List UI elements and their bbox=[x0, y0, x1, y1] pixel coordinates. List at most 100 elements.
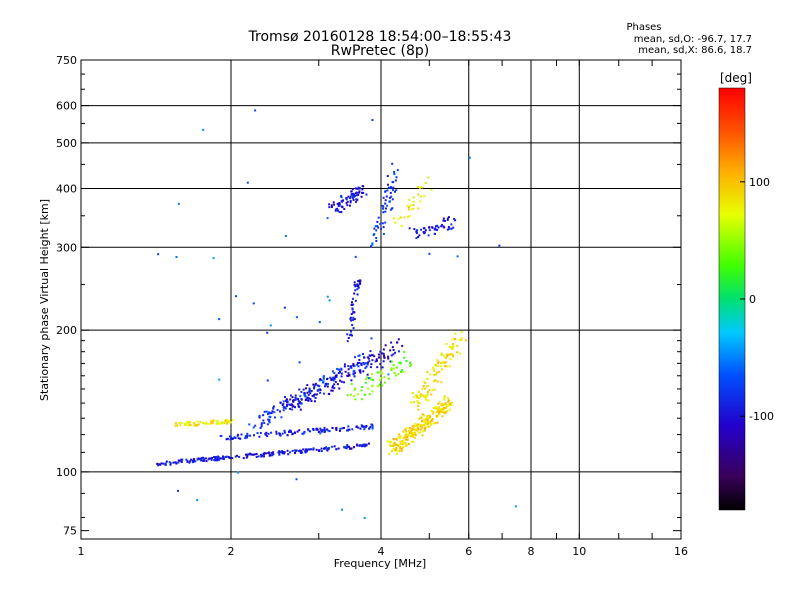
data-point bbox=[349, 365, 352, 368]
data-point bbox=[305, 397, 308, 400]
data-point bbox=[284, 235, 287, 238]
data-point bbox=[416, 427, 419, 430]
data-point bbox=[289, 403, 292, 406]
data-point bbox=[349, 201, 352, 204]
data-point bbox=[393, 172, 396, 175]
data-point bbox=[395, 443, 398, 446]
data-point bbox=[394, 221, 397, 224]
data-point bbox=[281, 452, 284, 455]
data-point bbox=[428, 226, 431, 229]
data-point bbox=[390, 444, 393, 447]
data-point bbox=[299, 408, 302, 411]
data-point bbox=[441, 223, 444, 226]
data-point bbox=[399, 445, 402, 448]
data-point bbox=[391, 207, 394, 210]
data-point bbox=[345, 446, 348, 449]
data-point bbox=[369, 366, 372, 369]
data-point bbox=[369, 377, 372, 380]
data-point bbox=[289, 407, 292, 410]
data-point bbox=[436, 380, 439, 383]
data-point bbox=[432, 366, 435, 369]
data-point bbox=[352, 372, 355, 375]
data-point bbox=[328, 203, 331, 206]
data-point bbox=[431, 389, 434, 392]
data-point bbox=[408, 198, 411, 201]
data-point bbox=[357, 286, 360, 289]
data-point bbox=[433, 422, 436, 425]
x-tick-label: 1 bbox=[78, 545, 85, 558]
data-point bbox=[442, 403, 445, 406]
data-point bbox=[410, 429, 413, 432]
data-point bbox=[391, 346, 394, 349]
data-point bbox=[356, 187, 359, 190]
data-point bbox=[428, 389, 431, 392]
data-point bbox=[428, 229, 431, 232]
data-point bbox=[246, 432, 249, 435]
data-point bbox=[353, 375, 356, 378]
data-point bbox=[215, 420, 218, 423]
data-point bbox=[289, 398, 292, 401]
x-tick-label: 8 bbox=[528, 545, 535, 558]
data-point bbox=[392, 367, 395, 370]
data-point bbox=[326, 385, 329, 388]
data-point bbox=[346, 444, 349, 447]
data-point bbox=[418, 417, 421, 420]
data-point bbox=[281, 450, 284, 453]
data-point bbox=[268, 452, 271, 455]
data-point bbox=[350, 383, 353, 386]
data-point bbox=[376, 225, 379, 228]
data-point bbox=[407, 433, 410, 436]
data-point bbox=[293, 431, 296, 434]
data-point bbox=[304, 398, 307, 401]
data-point bbox=[353, 364, 356, 367]
data-point bbox=[434, 407, 437, 410]
data-point bbox=[382, 352, 385, 355]
data-point bbox=[346, 374, 349, 377]
data-point bbox=[355, 443, 358, 446]
data-point bbox=[332, 376, 335, 379]
data-point bbox=[179, 459, 182, 462]
data-point bbox=[434, 227, 437, 230]
data-point bbox=[295, 397, 298, 400]
data-point bbox=[295, 449, 298, 452]
data-point bbox=[214, 455, 217, 458]
data-point bbox=[395, 446, 398, 449]
data-point bbox=[177, 202, 180, 205]
data-point bbox=[442, 354, 445, 357]
data-point bbox=[387, 186, 390, 189]
data-point bbox=[430, 393, 433, 396]
data-point bbox=[414, 434, 417, 437]
data-point bbox=[369, 245, 372, 248]
data-point bbox=[442, 225, 445, 228]
data-point bbox=[350, 301, 353, 304]
data-point bbox=[399, 216, 402, 219]
data-point bbox=[320, 447, 323, 450]
data-point bbox=[391, 198, 394, 201]
data-point bbox=[353, 281, 356, 284]
data-point bbox=[398, 433, 401, 436]
data-point bbox=[369, 350, 372, 353]
data-point bbox=[353, 369, 356, 372]
data-point bbox=[341, 427, 344, 430]
data-point bbox=[363, 363, 366, 366]
data-point bbox=[330, 205, 333, 208]
data-point bbox=[209, 422, 212, 425]
data-point bbox=[202, 128, 205, 131]
data-point bbox=[273, 416, 276, 419]
data-point bbox=[252, 426, 255, 429]
data-point bbox=[340, 211, 343, 214]
data-point bbox=[379, 222, 382, 225]
data-point bbox=[196, 499, 199, 502]
data-point bbox=[390, 195, 393, 198]
data-point bbox=[433, 388, 436, 391]
data-point bbox=[183, 423, 186, 426]
data-point bbox=[448, 408, 451, 411]
data-point bbox=[446, 397, 449, 400]
data-point bbox=[459, 352, 462, 355]
data-point bbox=[225, 419, 228, 422]
data-point bbox=[446, 405, 449, 408]
data-point bbox=[350, 190, 353, 193]
data-point bbox=[456, 255, 459, 258]
data-point bbox=[427, 384, 430, 387]
data-point bbox=[391, 444, 394, 447]
